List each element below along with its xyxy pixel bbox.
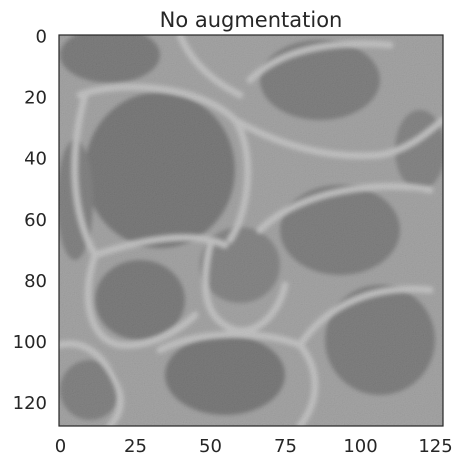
x-tick-label: 125 xyxy=(418,436,452,457)
y-tick-label: 100 xyxy=(13,332,47,353)
image-grain xyxy=(59,35,443,426)
y-tick-label: 60 xyxy=(24,210,47,231)
y-tick-label: 0 xyxy=(36,27,47,48)
y-tick-label: 120 xyxy=(13,393,47,414)
image-area xyxy=(59,35,443,426)
y-tick-label: 20 xyxy=(24,88,47,109)
plot-frame xyxy=(58,34,444,427)
chart-title: No augmentation xyxy=(160,8,343,32)
y-tick-label: 80 xyxy=(24,271,47,292)
x-axis-ticks: 0 25 50 75 100 125 xyxy=(55,436,453,457)
y-axis-ticks: 0 20 40 60 80 100 120 xyxy=(13,27,47,415)
x-tick-label: 100 xyxy=(343,436,377,457)
x-tick-label: 25 xyxy=(124,436,147,457)
x-tick-label: 50 xyxy=(199,436,222,457)
x-tick-label: 75 xyxy=(274,436,297,457)
x-tick-label: 0 xyxy=(55,436,66,457)
y-tick-label: 40 xyxy=(24,149,47,170)
